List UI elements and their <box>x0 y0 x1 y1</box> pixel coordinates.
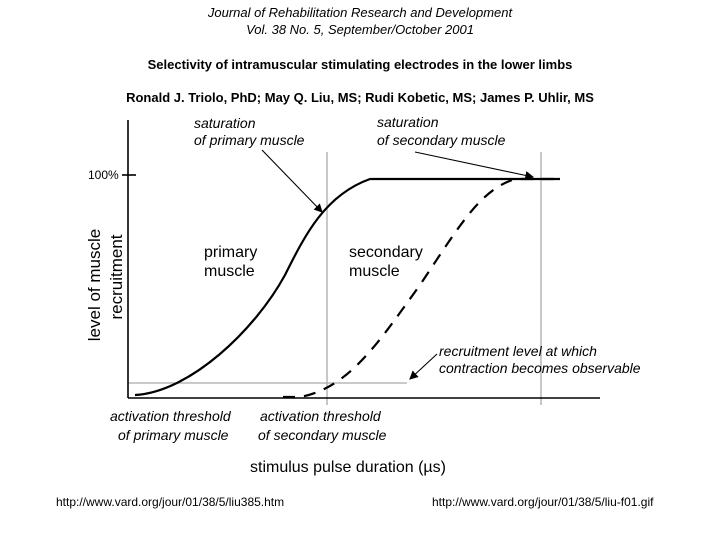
guide-lines <box>128 152 542 405</box>
thr-primary-label-2: of primary muscle <box>118 427 229 443</box>
thr-primary-label-1: activation threshold <box>110 408 232 424</box>
primary-muscle-label-2: muscle <box>204 263 255 280</box>
x-axis-label: stimulus pulse duration (µs) <box>250 459 446 476</box>
paper-authors: Ronald J. Triolo, PhD; May Q. Liu, MS; R… <box>126 90 594 105</box>
sat-primary-label-2: of primary muscle <box>194 132 305 148</box>
recruit-level-label-1: recruitment level at which <box>439 343 597 359</box>
arrow-sat-secondary <box>414 151 535 180</box>
journal-name: Journal of Rehabilitation Research and D… <box>207 5 513 20</box>
y-axis-label-line1: level of muscle <box>85 229 104 341</box>
y-axis-label-line2: recruitment <box>107 234 126 319</box>
secondary-muscle-curve <box>283 177 560 399</box>
axes <box>122 120 600 399</box>
arrow-sat-primary <box>261 149 323 213</box>
primary-muscle-curve <box>134 177 560 397</box>
url-right[interactable]: http://www.vard.org/jour/01/38/5/liu-f01… <box>432 495 654 509</box>
arrow-recruit-level <box>409 353 438 380</box>
secondary-muscle-label-1: secondary <box>349 244 423 261</box>
recruitment-figure: 100% level of muscle recruitment saturat… <box>85 114 641 476</box>
paper-title: Selectivity of intramuscular stimulating… <box>147 57 573 72</box>
sat-secondary-label-2: of secondary muscle <box>377 132 506 148</box>
journal-volume: Vol. 38 No. 5, September/October 2001 <box>246 22 474 37</box>
recruit-level-label-2: contraction becomes observable <box>439 360 641 376</box>
url-left[interactable]: http://www.vard.org/jour/01/38/5/liu385.… <box>56 495 285 509</box>
sat-primary-label-1: saturation <box>194 115 256 131</box>
thr-secondary-label-2: of secondary muscle <box>258 427 387 443</box>
sat-secondary-label-1: saturation <box>377 114 439 130</box>
y-tick-label: 100% <box>88 168 119 182</box>
annotation-arrows <box>261 149 535 380</box>
thr-secondary-label-1: activation threshold <box>260 408 382 424</box>
secondary-muscle-label-2: muscle <box>349 263 400 280</box>
primary-muscle-label-1: primary <box>204 244 257 261</box>
